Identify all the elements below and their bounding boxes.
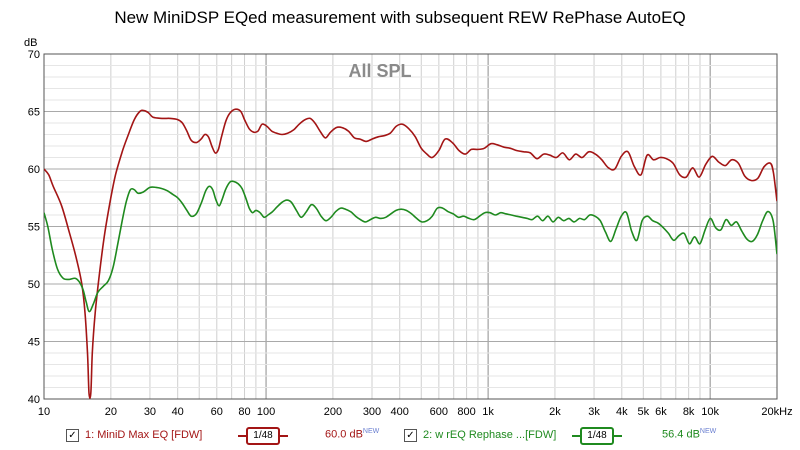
series-2-value: 56.4 dBNEW xyxy=(662,428,717,441)
series-layer xyxy=(44,108,777,399)
overlay-label: All SPL xyxy=(348,61,411,81)
axes: 10 20 30 40 60 80 100 200 300 400 600 800 1k 2k 3k 4k 5k… xyxy=(24,37,793,418)
plot-frame xyxy=(43,53,778,400)
x-tick-label: 1k xyxy=(482,406,494,418)
x-tick-label: 20 xyxy=(105,406,117,418)
series-1-smoothing-button[interactable]: 1/48 xyxy=(246,427,280,445)
series-1-line-swatch-right xyxy=(280,435,288,437)
y-tick-label: 60 xyxy=(28,164,40,176)
series-1-line-swatch xyxy=(238,435,246,437)
x-tick-label: 2k xyxy=(549,406,561,418)
x-tick-label: 5k xyxy=(637,406,649,418)
x-tick-label: 600 xyxy=(430,406,448,418)
series-1-checkbox[interactable]: ✓ xyxy=(66,428,79,442)
x-tick-label: 3k xyxy=(588,406,600,418)
legend-item-1[interactable]: ✓ 1: MiniD Max EQ [FDW] xyxy=(66,425,202,445)
grid xyxy=(43,53,778,400)
x-tick-label: 6k xyxy=(655,406,667,418)
x-tick-label: 4k xyxy=(616,406,628,418)
chart-title: New MiniDSP EQed measurement with subseq… xyxy=(114,8,686,27)
legend-item-2[interactable]: ✓ 2: w rEQ Rephase ...[FDW] xyxy=(404,425,556,445)
x-tick-label: 100 xyxy=(257,406,275,418)
y-tick-label: 40 xyxy=(28,394,40,406)
series-1-value: 60.0 dBNEW xyxy=(325,428,380,441)
x-tick-label: 60 xyxy=(211,406,223,418)
x-tick-label: 8k xyxy=(683,406,695,418)
y-tick-label: 50 xyxy=(28,279,40,291)
series-2-smoothing-button[interactable]: 1/48 xyxy=(580,427,614,445)
x-tick-label: 80 xyxy=(238,406,250,418)
y-tick-label: 55 xyxy=(28,222,40,234)
x-tick-label: 30 xyxy=(144,406,156,418)
x-tick-label: 20kHz xyxy=(761,406,792,418)
series-1-line xyxy=(44,108,777,399)
x-tick-label: 40 xyxy=(172,406,184,418)
series-2-new-tag: NEW xyxy=(699,428,717,435)
y-tick-label: 65 xyxy=(28,107,40,119)
x-tick-label: 10 xyxy=(38,406,50,418)
series-2-line-swatch xyxy=(572,435,580,437)
series-1-name: 1: MiniD Max EQ [FDW] xyxy=(85,429,203,441)
y-tick-label: 70 xyxy=(28,49,40,61)
x-tick-label: 800 xyxy=(457,406,475,418)
y-axis-label: dB xyxy=(24,37,37,49)
series-2-line-swatch-right xyxy=(614,435,622,437)
x-tick-label: 400 xyxy=(391,406,409,418)
x-tick-label: 300 xyxy=(363,406,381,418)
x-tick-label: 10k xyxy=(701,406,719,418)
plot-area[interactable]: 10 20 30 40 60 80 100 200 300 400 600 800 1k 2k 3k 4k 5k… xyxy=(0,0,800,425)
legend: ✓ 1: MiniD Max EQ [FDW] 1/48 60.0 dBNEW … xyxy=(0,425,800,447)
y-tick-label: 45 xyxy=(28,337,40,349)
series-1-new-tag: NEW xyxy=(362,428,380,435)
series-2-name: 2: w rEQ Rephase ...[FDW] xyxy=(423,429,557,441)
series-2-line xyxy=(44,180,777,313)
x-tick-label: 200 xyxy=(324,406,342,418)
series-2-checkbox[interactable]: ✓ xyxy=(404,428,417,442)
